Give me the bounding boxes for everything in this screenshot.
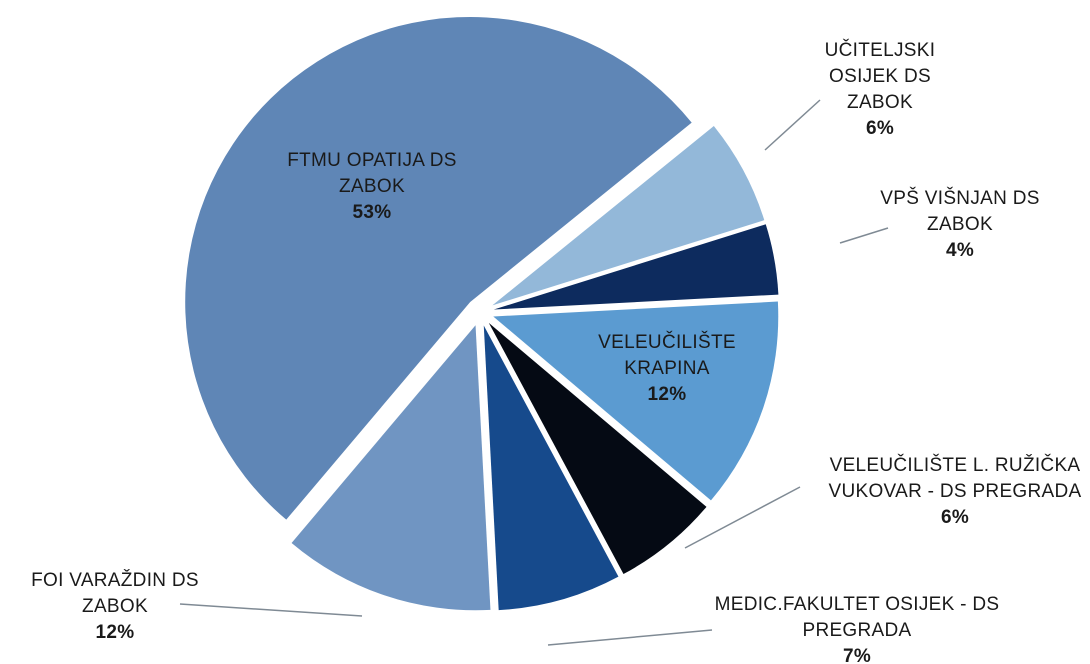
leader-line xyxy=(547,629,713,646)
slice-value: 6% xyxy=(940,507,970,528)
slice-value: 12% xyxy=(647,384,687,405)
pie-slice xyxy=(185,16,692,520)
slice-label: VPŠ VIŠNJAN DS ZABOK 4% xyxy=(880,186,1040,264)
slice-name: MEDIC.FAKULTET OSIJEK - DS PREGRADA xyxy=(714,594,1000,641)
slice-label: FOI VARAŽDIN DS ZABOK 12% xyxy=(5,568,225,646)
slice-value: 7% xyxy=(842,646,872,664)
slice-name: VELEUČILIŠTE KRAPINA xyxy=(598,332,736,379)
slice-label: VELEUČILIŠTE L. RUŽIČKA VUKOVAR - DS PRE… xyxy=(820,453,1090,531)
pie-slice xyxy=(488,322,707,575)
slice-label: FTMU OPATIJA DS ZABOK 53% xyxy=(272,148,472,226)
slice-label: UČITELJSKI OSIJEK DS ZABOK 6% xyxy=(805,38,955,142)
slice-name: FOI VARAŽDIN DS ZABOK xyxy=(31,570,199,617)
pie-slice xyxy=(492,126,765,306)
slice-name: UČITELJSKI OSIJEK DS ZABOK xyxy=(824,40,936,113)
leader-line xyxy=(839,227,889,244)
leader-line xyxy=(179,603,363,617)
slice-value: 6% xyxy=(865,118,895,139)
leader-line xyxy=(764,99,821,151)
slice-value: 53% xyxy=(352,202,392,223)
slice-value: 4% xyxy=(945,240,975,261)
slice-label: VELEUČILIŠTE KRAPINA 12% xyxy=(567,330,767,408)
pie-slice xyxy=(483,325,619,611)
leader-line xyxy=(684,486,801,549)
pie-slice xyxy=(493,224,779,310)
slice-name: VPŠ VIŠNJAN DS ZABOK xyxy=(880,188,1040,235)
slice-label: MEDIC.FAKULTET OSIJEK - DS PREGRADA 7% xyxy=(712,592,1002,664)
slice-name: FTMU OPATIJA DS ZABOK xyxy=(287,150,457,197)
pie-slice xyxy=(291,325,491,611)
slice-name: VELEUČILIŠTE L. RUŽIČKA VUKOVAR - DS PRE… xyxy=(828,455,1082,502)
slice-value: 12% xyxy=(95,622,135,643)
pie-slice xyxy=(493,301,779,501)
